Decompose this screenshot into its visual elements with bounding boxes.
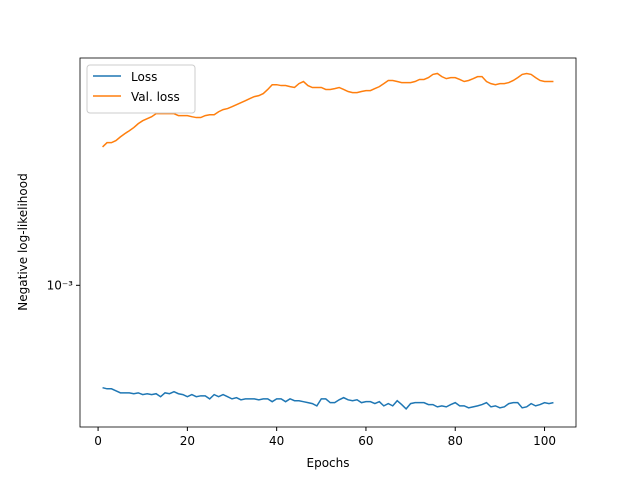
- x-tick-label: 20: [180, 434, 195, 448]
- x-axis-label: Epochs: [307, 456, 350, 470]
- x-tick-label: 80: [448, 434, 463, 448]
- legend-label: Loss: [131, 70, 157, 84]
- x-tick-label: 60: [358, 434, 373, 448]
- x-tick-label: 40: [269, 434, 284, 448]
- y-tick-label: 10⁻³: [47, 278, 74, 292]
- legend-label: Val. loss: [131, 90, 180, 104]
- series-line: [102, 386, 554, 410]
- axes-frame: [79, 57, 577, 428]
- x-tick-label: 100: [533, 434, 556, 448]
- x-tick-label: 0: [94, 434, 102, 448]
- legend-box: [86, 64, 196, 114]
- y-axis-label: Negative log-likelihood: [16, 173, 30, 310]
- series-line: [102, 72, 554, 148]
